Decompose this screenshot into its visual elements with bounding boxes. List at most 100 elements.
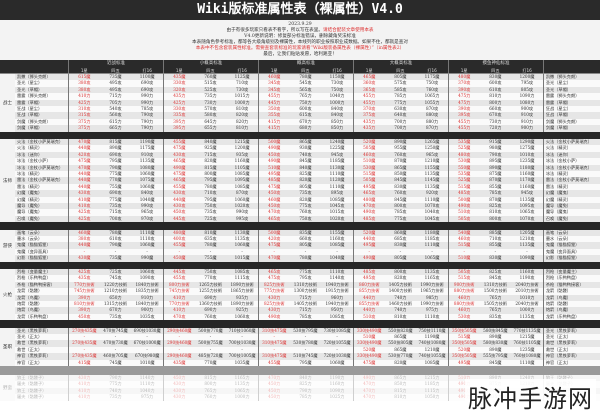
value-cell: 925魔 [204,145,217,151]
value-cell: 1165力 [234,375,250,381]
subheader: 打16 [427,68,437,73]
build-name-right: 圣光（草帽） [542,86,598,94]
value-cell: - [68,334,100,341]
value-cell: 460魔 [257,74,290,81]
build-name: 圣光（草帽） [17,86,43,92]
value-cell: 1405力技術 [293,301,318,306]
value-cell: 1135魔 [519,242,535,248]
build-name-right: 冰法（金杖小萨） [542,158,598,165]
table-row: 火法（精灵） 440魔 890魔 1175魔 475魔 925魔 1200魔 490魔 930魔… [15,145,600,152]
value-cell: 1110力 [139,381,155,387]
section-header: 摸鱼神仙标准 [448,60,543,67]
value-cell: 1040攻 [424,209,440,215]
value-cell: 735攻 [299,190,312,196]
value-cell: 770力技術 [162,301,195,308]
value-cell: 1240魔 [329,139,345,145]
value-cell: 530技795魔 [293,327,318,333]
value-cell: 670力 [299,118,312,124]
value-cell: 460攻 [352,151,385,159]
value-cell: 650力 [109,294,122,300]
value-cell: 490力 [447,387,480,395]
value-cell: 775魔 [109,170,122,176]
subheader: 打16 [332,68,342,73]
table-row: 雷霆（狮头克朗） 410力 715力 990力 435力 735力 1015力 455力 765… [15,93,600,100]
build-name-right: 圣光（正太） [542,334,598,341]
value-cell: 525攻 [204,86,217,92]
value-cell: 715力 [109,93,122,99]
value-cell: 375力 [68,118,100,126]
value-cell: 870力 [425,125,439,131]
value-cell: 310技475魔 [257,340,290,347]
table-row: 圣光（草帽） 380攻 495攻 690攻 320攻 525攻 730攻 345攻 565攻 75… [15,86,600,94]
build-name-right: 龙箭（乐鸭鸭盘） [542,313,598,321]
value-cell: 820攻 [236,112,249,118]
value-cell: 660攻 [299,235,312,241]
value-cell: 1045攻 [424,215,440,221]
value-cell: 670力 [109,307,122,313]
value-cell: 440魔 [68,145,100,152]
value-cell: 430力 [162,387,195,395]
value-cell: 1160魔 [519,170,535,176]
value-cell: 840魔 [299,164,312,170]
value-cell: 560攻 [109,112,122,118]
value-cell: 540攻 [109,105,122,111]
value-cell: 1135力 [234,381,250,387]
value-cell: 450攻 [257,190,290,197]
value-cell: 750技1110魔 [418,327,446,333]
value-cell: 410魔 [68,196,100,203]
value-cell: 1090魔 [519,255,535,261]
build-name-right: 剑魔（草帽） [542,125,598,132]
value-cell: 410力 [68,387,100,395]
value-cell: 1035魔 [234,359,250,365]
value-cell: 670技1000魔 [133,340,161,346]
value-cell: 490攻 [447,202,480,210]
value-cell: 1010魔 [139,359,155,365]
build-name: 雷法（精灵） [17,183,43,189]
value-cell: 1040魔 [329,255,345,261]
value-cell: 760魔 [204,74,217,79]
build-name: 圣光（黑铁萝莉） [17,327,51,333]
table-row: 神官（黑铁萝莉） 270技435魔 460技705魔 670技980魔 290技460魔… [15,353,600,360]
value-cell: 955魔 [394,145,407,151]
value-cell: 415力 [257,125,290,132]
value-cell: 1060魔 [234,242,250,248]
build-name: 幻影（猫猫狐狸） [17,255,51,261]
value-cell: 845攻 [489,275,502,281]
value-cell: 765力 [489,294,502,300]
value-cell: 670攻 [489,112,502,118]
build-name: 冰法（金杖小萨莫瑞克） [17,164,64,170]
value-cell: - [162,346,195,354]
value-cell: 1215魔 [519,334,535,340]
build-name: 鬼魔（变异面具） [17,248,51,254]
value-cell: 770魔 [109,177,122,183]
value-cell: 1065力 [234,387,250,393]
build-name: 鬼魔（猫猫狐狸） [17,242,51,248]
value-cell: 670技980魔 [134,353,160,359]
value-cell: 390力 [68,294,100,301]
value-cell: 1085魔 [329,242,345,248]
value-cell: - [257,346,290,354]
value-cell: 690攻 [109,190,122,196]
value-cell: 875魔 [489,170,502,176]
value-cell: 470技730魔 [103,340,128,346]
build-name-right: 冰法（精灵） [542,170,598,178]
value-cell: 890魔 [394,139,407,145]
table-row: 冰法（精灵） 440魔 775魔 1060魔 475魔 800魔 1085魔 495魔 825魔… [15,170,600,178]
value-cell: 710攻 [236,80,249,86]
class-label: 法师 [0,139,15,223]
value-cell: 1060魔 [139,183,155,189]
value-cell: 865力 [394,375,407,381]
table-row: 魔导（魔鬼） 425攻 715攻 965攻 450攻 735攻 990攻 470攻 760攻 10… [15,209,600,216]
table-row: 鬼魔（变异面具） - - - - - - - - - - - - - - - 鬼魔（变异面具） [15,248,600,256]
build-name: 剑魔（狮头克朗） [17,118,51,124]
value-cell: 785攻 [394,209,407,215]
value-cell: 535魔 [447,170,480,178]
value-cell: - [304,346,307,352]
value-cell: 1360力技術 [198,301,223,306]
build-name: 墨水（云朵） [17,235,43,241]
note-highlight: 请结合配装文章使用本表 [322,28,374,33]
value-cell: 845魔 [394,196,407,202]
value-cell: 440攻 [352,235,385,243]
value-cell: 450攻 [257,202,290,210]
build-name-right: 雷法（精灵） [542,183,598,191]
